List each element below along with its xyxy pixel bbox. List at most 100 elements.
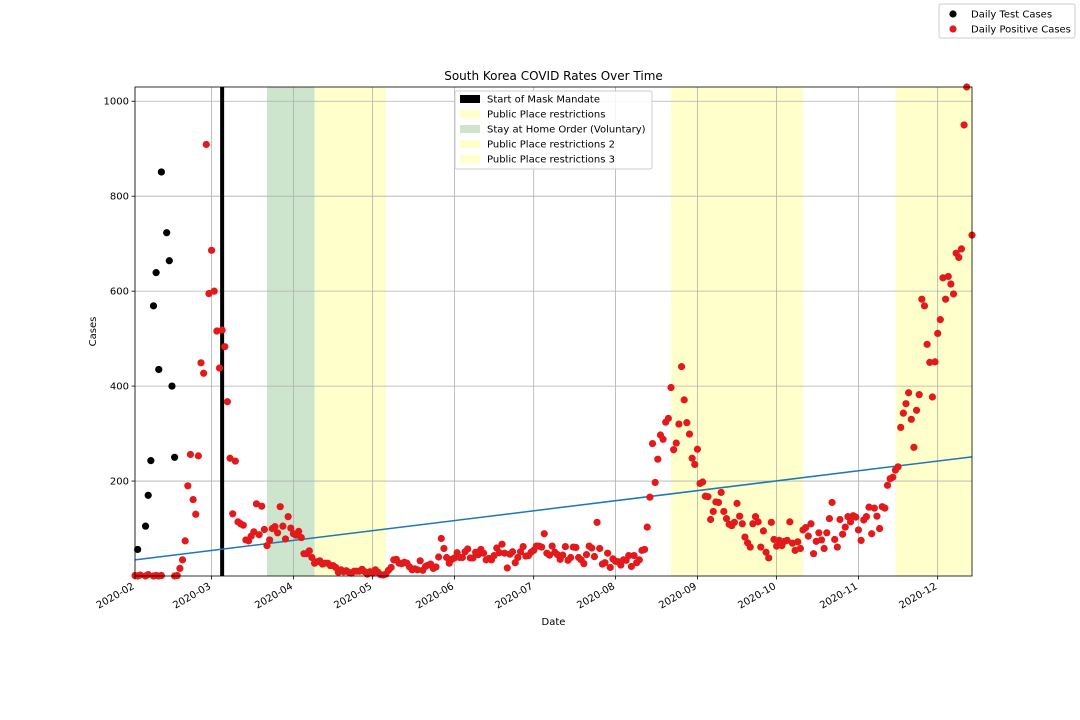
y-tick-label: 400 [110,382,129,393]
daily-positive-cases-point [387,563,395,572]
daily-positive-cases-point [202,140,210,149]
daily-positive-cases-point [281,535,290,543]
daily-positive-cases-point [947,280,955,288]
daily-positive-cases-point [538,543,546,551]
daily-positive-cases-point [828,498,836,507]
daily-positive-cases-point [854,526,863,534]
y-tick-label: 1000 [104,97,129,108]
daily-positive-cases-point [817,536,826,544]
daily-positive-cases-point [287,524,295,532]
daily-positive-cases-point [258,502,266,510]
daily-positive-cases-point [263,542,271,550]
daily-positive-cases-point [221,343,229,351]
daily-positive-cases-point [807,520,815,528]
daily-positive-cases-point [677,363,686,371]
daily-test-cases-point [171,453,179,461]
daily-positive-cases-point [902,400,910,408]
daily-positive-cases-point [738,520,746,528]
daily-positive-cases-point [648,439,657,448]
daily-positive-cases-point [229,510,237,518]
daily-positive-cases-point [796,544,804,553]
daily-positive-cases-point [561,542,569,551]
daily-positive-cases-point [255,531,263,539]
daily-positive-cases-point [857,536,865,544]
daily-positive-cases-point [873,512,881,520]
daily-positive-cases-point [284,513,292,521]
daily-positive-cases-point [226,454,234,462]
daily-positive-cases-point [897,423,905,432]
figure-legend-box [938,3,1076,39]
legend-swatch-4 [460,140,480,148]
daily-positive-cases-point [862,513,870,521]
daily-positive-cases-point [833,543,841,551]
daily-positive-cases-point [783,536,791,544]
daily-positive-cases-point [839,530,847,538]
daily-positive-cases-point [767,518,775,526]
daily-positive-cases-point [691,460,699,469]
daily-positive-cases-point [279,522,287,530]
daily-positive-cases-point [759,527,768,535]
daily-positive-cases-point [651,478,659,487]
daily-positive-cases-point [670,446,678,454]
daily-positive-cases-point [926,358,934,366]
daily-positive-cases-point [659,435,667,443]
daily-positive-cases-point [197,359,205,367]
daily-positive-cases-point [936,316,944,324]
daily-positive-cases-point [762,548,770,556]
daily-positive-cases-point [646,493,654,501]
daily-positive-cases-point [852,513,860,521]
daily-positive-cases-point [957,245,966,253]
daily-positive-cases-point [545,551,554,559]
daily-positive-cases-point [722,514,731,523]
daily-positive-cases-point [601,559,609,567]
daily-positive-cases-point [685,430,694,438]
daily-test-cases-point [147,457,155,465]
daily-test-cases-point [165,257,173,265]
daily-positive-cases-point [498,540,506,548]
daily-positive-cases-point [823,529,831,537]
daily-positive-cases-point [733,499,741,507]
daily-positive-cases-point [765,554,773,562]
span-3 [670,87,804,576]
daily-positive-cases-point [915,391,923,399]
axes-frame [134,86,973,577]
daily-positive-cases-point [704,493,712,501]
daily-positive-cases-point [479,549,488,557]
daily-positive-cases-point [918,295,926,303]
daily-positive-cases-point [923,340,931,348]
daily-positive-cases-point [910,443,918,451]
daily-positive-cases-point [580,560,588,568]
legend-swatch-5 [460,155,480,163]
daily-positive-cases-point [640,545,649,554]
daily-positive-cases-point [572,543,580,552]
daily-positive-cases-point [189,495,197,504]
daily-positive-cases-point [176,564,184,573]
daily-positive-cases-point [297,533,305,542]
legend-label-3: Stay at Home Order (Voluntary) [487,125,646,136]
daily-positive-cases-point [699,478,707,486]
daily-positive-cases-point [495,549,503,557]
daily-positive-cases-point [271,523,279,531]
daily-positive-cases-point [905,389,913,397]
y-axis-label: Cases [88,317,99,347]
daily-positive-cases-point [707,515,715,524]
daily-positive-cases-point [920,302,929,310]
daily-positive-cases-point [757,543,765,551]
daily-positive-cases-point [181,537,189,545]
daily-positive-cases-point [559,551,567,559]
daily-positive-cases-point [440,544,448,553]
legend-swatch-2 [460,110,480,118]
y-tick-label: 200 [110,477,129,488]
daily-positive-cases-point [736,512,744,520]
daily-positive-cases-point [582,551,591,559]
figure-legend-marker-2 [949,25,957,33]
daily-positive-cases-point [231,457,239,465]
daily-test-cases-point [149,302,158,310]
daily-test-cases-point [168,382,176,390]
daily-positive-cases-point [709,507,717,516]
daily-positive-cases-point [635,556,643,564]
daily-positive-cases-point [672,439,680,447]
daily-positive-cases-point [941,295,950,303]
daily-positive-cases-point [157,571,166,580]
